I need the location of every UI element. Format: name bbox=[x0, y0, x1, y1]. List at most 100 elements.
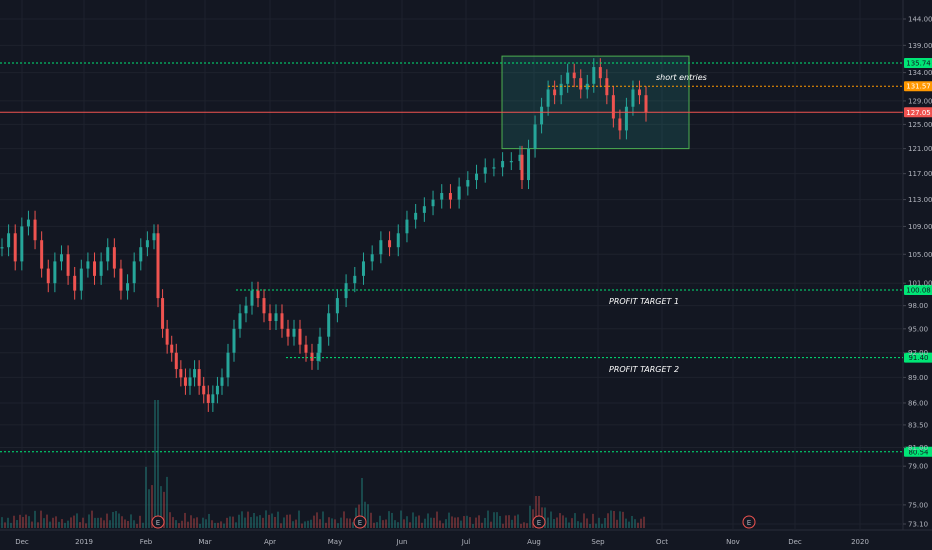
volume-bar bbox=[454, 517, 456, 528]
candle-body bbox=[546, 89, 550, 107]
volume-bar bbox=[88, 514, 90, 528]
candle-body bbox=[527, 148, 531, 181]
candle-body bbox=[501, 161, 505, 168]
price-tick-label: 89.00 bbox=[908, 374, 928, 382]
candle-body bbox=[448, 193, 452, 200]
level-badge bbox=[904, 81, 932, 92]
volume-bar bbox=[259, 515, 261, 528]
volume-bar bbox=[493, 512, 495, 528]
candle-body bbox=[193, 369, 197, 378]
volume-bar bbox=[589, 523, 591, 528]
volume-bar bbox=[4, 522, 6, 528]
volume-bar bbox=[547, 517, 549, 528]
volume-bar bbox=[361, 478, 363, 528]
time-tick-label: Dec bbox=[788, 538, 802, 546]
volume-bar bbox=[517, 514, 519, 528]
time-axis[interactable]: Dec 2019 Feb Mar Apr May Jun Jul Aug Sep Oct Nov Dec… bbox=[15, 538, 869, 546]
candle-body bbox=[165, 328, 169, 345]
volume-bar bbox=[211, 520, 213, 528]
volume-bar bbox=[613, 510, 615, 528]
volume-bar bbox=[256, 516, 258, 528]
price-tick-label: 86.00 bbox=[908, 399, 928, 407]
candle-body bbox=[335, 298, 339, 314]
candle-body bbox=[197, 369, 201, 386]
volume-bar bbox=[514, 515, 516, 528]
price-axis[interactable]: 144.00 139.00 134.00 129.00 125.00 121.00 117.… bbox=[903, 16, 932, 529]
candle-body bbox=[226, 352, 230, 378]
price-tick-label: 117.00 bbox=[908, 170, 932, 178]
price-tick-label: 144.00 bbox=[908, 16, 932, 24]
volume-bar bbox=[136, 523, 138, 528]
volume-bar bbox=[235, 522, 237, 528]
candle-body bbox=[139, 247, 143, 262]
volume-bar bbox=[118, 513, 120, 528]
candle-body bbox=[405, 219, 409, 234]
volume-bar bbox=[181, 520, 183, 528]
candle-body bbox=[268, 313, 272, 322]
volume-bar bbox=[55, 516, 57, 528]
volume-bar bbox=[100, 517, 102, 528]
volume-bar bbox=[238, 514, 240, 528]
price-tick-label: 121.00 bbox=[908, 145, 932, 153]
time-tick-label: Dec bbox=[15, 538, 29, 546]
candle-body bbox=[592, 67, 596, 84]
candle-body bbox=[579, 78, 583, 90]
volume-bar bbox=[310, 519, 312, 528]
volume-bar bbox=[130, 514, 132, 528]
volume-bar bbox=[484, 517, 486, 528]
candle-body bbox=[183, 377, 187, 386]
volume-bar bbox=[58, 521, 60, 528]
candle-body bbox=[99, 261, 103, 276]
candle-body bbox=[152, 233, 156, 241]
volume-bar bbox=[184, 512, 186, 528]
time-tick-label: Jul bbox=[461, 538, 471, 546]
price-tick-label: 105.00 bbox=[908, 251, 932, 259]
volume-bar bbox=[346, 518, 348, 528]
candle-body bbox=[440, 193, 444, 200]
candle-body bbox=[316, 352, 320, 361]
volume-bar bbox=[439, 520, 441, 528]
volume-bar bbox=[145, 466, 147, 528]
volume-bar bbox=[148, 489, 150, 528]
volume-bar bbox=[13, 515, 15, 528]
volume-bar bbox=[463, 516, 465, 528]
volume-bar bbox=[154, 400, 156, 528]
consolidation-box[interactable] bbox=[501, 55, 690, 150]
volume-bar bbox=[217, 522, 219, 528]
volume-bar bbox=[301, 523, 303, 528]
candle-body bbox=[466, 180, 470, 187]
volume-bar bbox=[421, 522, 423, 528]
candle-body bbox=[618, 118, 622, 131]
volume-bar bbox=[502, 523, 504, 528]
candle-body bbox=[119, 268, 123, 291]
level-badge-label: 80.54 bbox=[908, 448, 929, 456]
price-tick-label: 139.00 bbox=[908, 42, 932, 50]
volume-bar bbox=[640, 518, 642, 528]
volume-bar bbox=[31, 521, 33, 528]
volume-bar bbox=[196, 517, 198, 528]
annotation-text: PROFIT TARGET 2 bbox=[609, 365, 679, 374]
volume-bar bbox=[622, 511, 624, 528]
time-tick-label: Feb bbox=[140, 538, 153, 546]
volume-bar bbox=[61, 519, 63, 528]
level-badge-label: 127.05 bbox=[906, 109, 931, 117]
candle-body bbox=[533, 124, 537, 149]
volume-bar bbox=[469, 517, 471, 528]
horizontal-levels[interactable]: 135.74 131.57 127.05 100.08 91.40 80.54 bbox=[0, 58, 932, 457]
earnings-marker bbox=[532, 515, 546, 529]
volume-bar bbox=[409, 522, 411, 528]
candle-body bbox=[520, 154, 524, 181]
volume-bar bbox=[397, 522, 399, 528]
candle-body bbox=[637, 89, 641, 96]
volume-bar bbox=[643, 516, 645, 528]
volume-bar bbox=[19, 514, 21, 528]
candle-body bbox=[7, 233, 11, 248]
candle-body bbox=[280, 313, 284, 329]
volume-bar bbox=[472, 523, 474, 528]
volume-bar bbox=[253, 512, 255, 528]
volume-bar bbox=[109, 520, 111, 528]
volume-bar bbox=[577, 521, 579, 528]
candle-body bbox=[310, 352, 314, 361]
volume-bar bbox=[166, 476, 168, 528]
